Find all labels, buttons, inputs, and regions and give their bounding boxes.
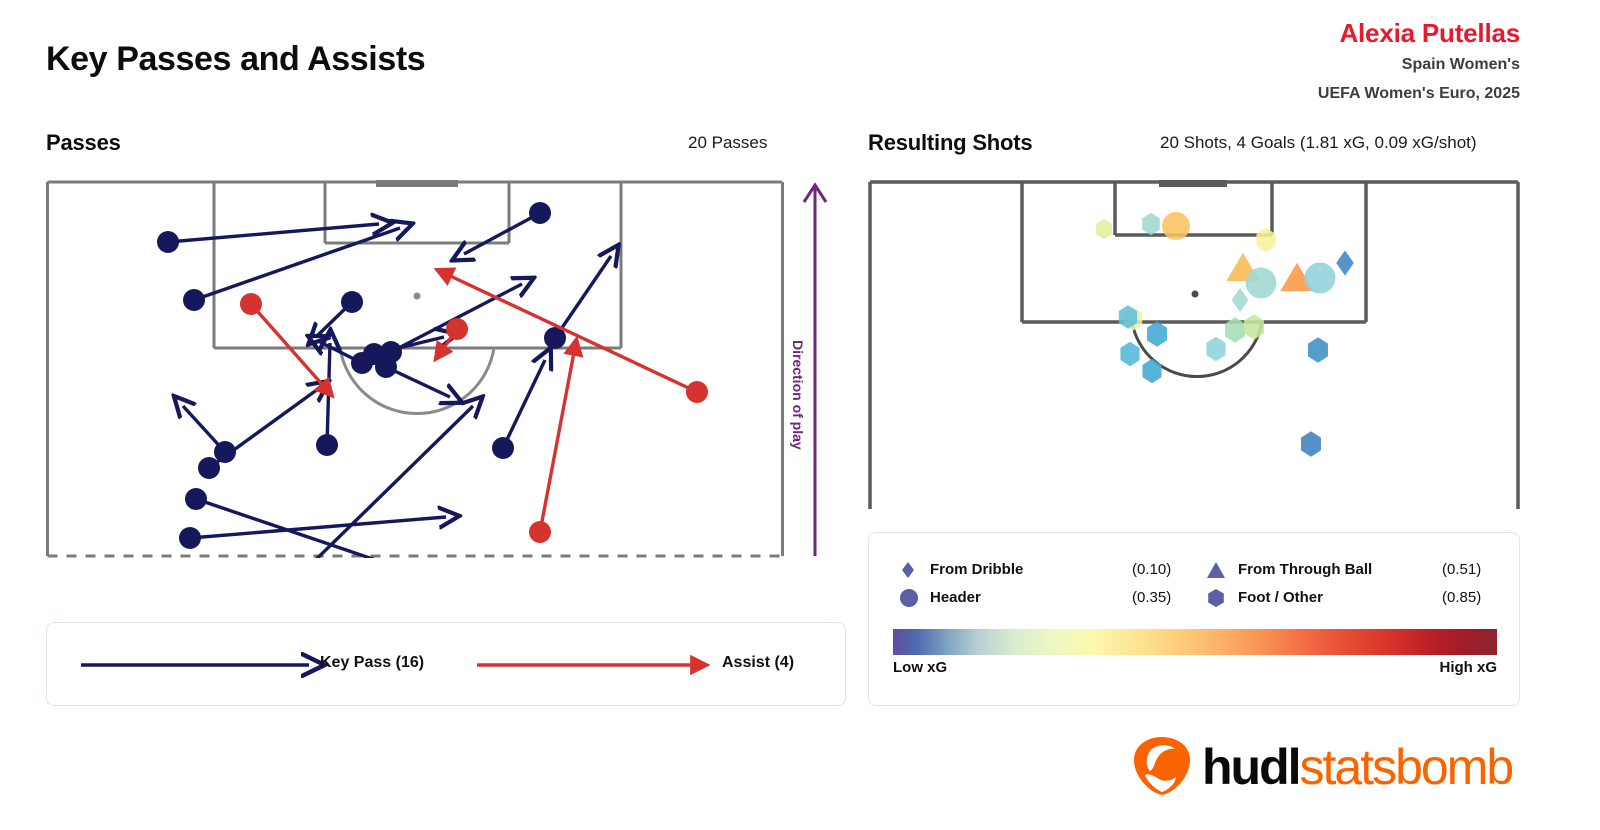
colorbar-low-label: Low xG	[893, 659, 948, 676]
passes-panel-title: Passes	[46, 130, 121, 155]
shot-marker[interactable]	[1280, 262, 1314, 292]
goal	[376, 180, 458, 187]
penalty-spot	[1191, 290, 1199, 298]
legend-value-header: (0.35)	[1132, 589, 1172, 606]
shot-marker[interactable]	[1120, 341, 1140, 367]
shot-marker[interactable]	[1245, 267, 1277, 299]
penalty-arc	[338, 347, 496, 416]
colorbar-high-label: High xG	[1439, 659, 1497, 676]
shot-marker[interactable]	[1336, 250, 1354, 276]
shot-marker[interactable]	[1162, 212, 1190, 240]
assist-legend-label: Assist (4)	[722, 654, 795, 671]
goal	[1159, 180, 1227, 187]
circle-icon	[900, 589, 918, 607]
legend-value-foot-other: (0.85)	[1442, 589, 1482, 606]
player-name: Alexia Putellas	[1339, 18, 1520, 48]
shot-marker[interactable]	[1308, 337, 1328, 363]
shot-marker[interactable]	[1231, 287, 1249, 313]
shot-marker[interactable]	[1142, 358, 1162, 384]
team-name: Spain Women's	[1401, 56, 1520, 73]
legend-value-from-through-ball: (0.51)	[1442, 561, 1482, 578]
shots-panel-title: Resulting Shots	[868, 130, 1033, 155]
key-pass-origins	[157, 202, 566, 549]
shot-marker[interactable]	[1225, 317, 1245, 343]
passes-panel-stat: 20 Passes	[688, 133, 768, 152]
passes-legend	[46, 622, 846, 706]
legend-label-header: Header	[930, 589, 981, 606]
shot-marker[interactable]	[1244, 314, 1264, 340]
shot-marker[interactable]	[1301, 431, 1321, 457]
shot-marker[interactable]	[1147, 321, 1167, 347]
competition-name: UEFA Women's Euro, 2025	[1317, 85, 1520, 102]
key-pass-legend-label: Key Pass (16)	[320, 654, 425, 671]
diamond-icon	[902, 562, 914, 578]
shot-marker[interactable]	[1096, 218, 1112, 240]
hudl-statsbomb-logo-icon	[1134, 737, 1190, 795]
pitch-lines	[868, 180, 1520, 509]
direction-of-play-label: Direction of play	[790, 340, 806, 450]
shots-pitch	[868, 180, 1520, 509]
xg-colorbar	[893, 629, 1497, 655]
key-pass-arrows	[167, 211, 611, 558]
legend-label-from-through-ball: From Through Ball	[1238, 561, 1373, 578]
brand-hudl: hudl	[1202, 739, 1302, 795]
page-title: Key Passes and Assists	[46, 40, 426, 78]
shots-panel-stat: 20 Shots, 4 Goals (1.81 xG, 0.09 xG/shot…	[1160, 133, 1477, 152]
shot-markers	[1096, 212, 1354, 457]
brand-statsbomb: statsbomb	[1299, 739, 1515, 795]
assist-arrows	[249, 267, 698, 533]
legend-label-foot-other: Foot / Other	[1238, 589, 1323, 606]
shot-marker[interactable]	[1304, 262, 1336, 294]
assist-origins	[240, 293, 708, 543]
penalty-spot	[413, 292, 421, 300]
direction-of-play-arrow	[802, 182, 828, 556]
legend-label-from-dribble: From Dribble	[930, 561, 1024, 578]
penalty-arc	[1130, 321, 1264, 379]
brand-wordmark: hudlstatsbomb	[1202, 738, 1515, 796]
shot-marker[interactable]	[1118, 305, 1138, 329]
hexagon-icon	[1208, 589, 1224, 607]
triangle-icon	[1207, 562, 1225, 578]
passes-pitch	[46, 180, 784, 558]
shot-marker[interactable]	[1206, 336, 1226, 362]
shots-legend	[868, 532, 1520, 706]
legend-value-from-dribble: (0.10)	[1132, 561, 1172, 578]
shot-marker[interactable]	[1256, 227, 1276, 253]
shot-marker[interactable]	[1142, 212, 1160, 236]
